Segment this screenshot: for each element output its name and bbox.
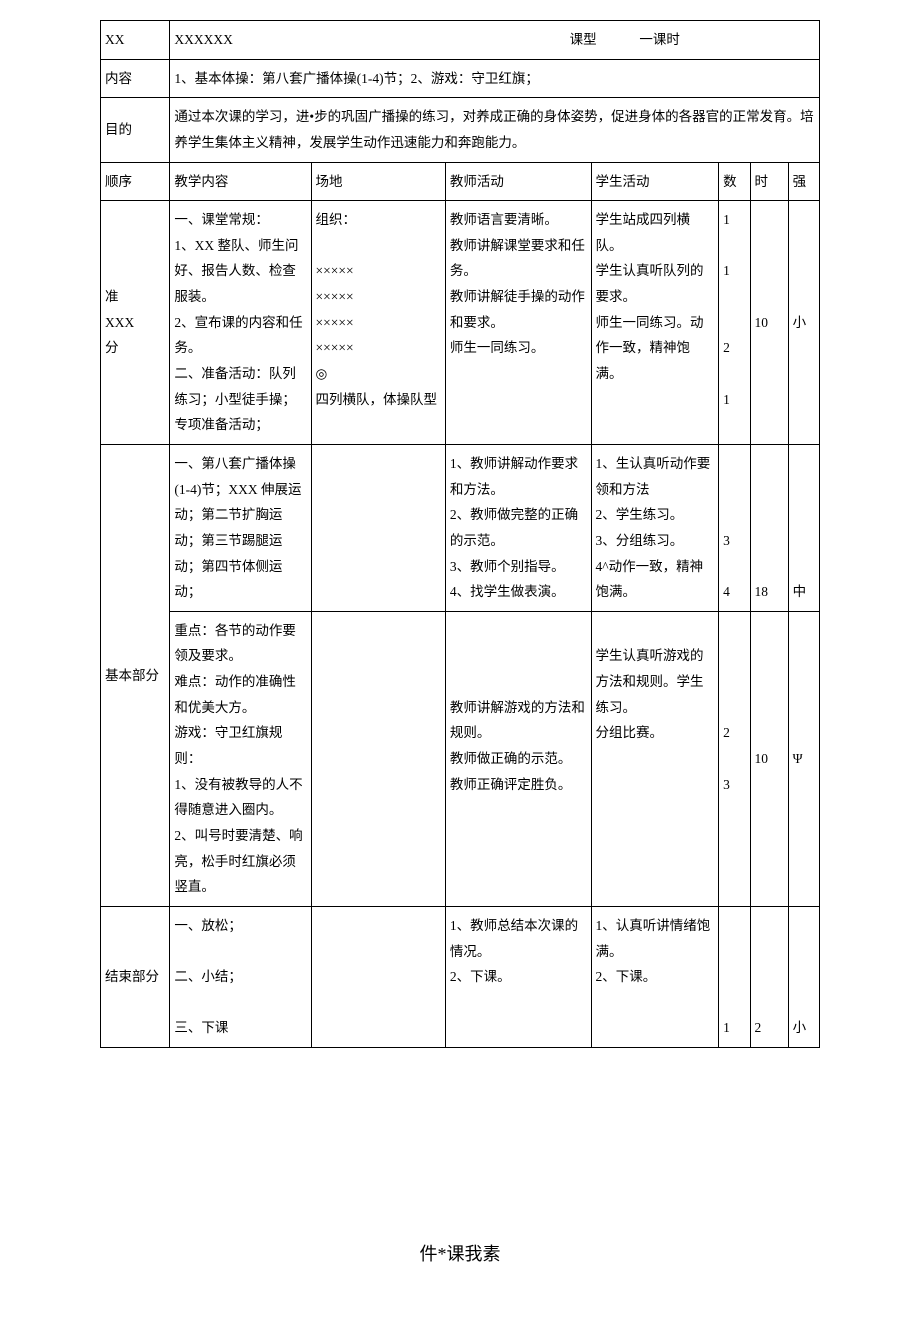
section-end: 结束部分 一、放松； 二、小结； 三、下课 1、教师总结本次课的情况。 2、下课… (101, 906, 820, 1047)
column-header-row: 顺序 教学内容 场地 教师活动 学生活动 数 时 强 (101, 162, 820, 201)
col-intensity: 强 (788, 162, 819, 201)
prepare-venue: 组织： ××××× ××××× ××××× ××××× ◎ 四列横队，体操队型 (311, 201, 445, 445)
header-xx: XX (101, 21, 170, 60)
prepare-count: 1 1 2 1 (719, 201, 750, 445)
prepare-label: 准 XXX 分 (101, 201, 170, 445)
main-r1-venue (311, 444, 445, 611)
end-venue (311, 906, 445, 1047)
page-footer-text: 件*课我素 (0, 1240, 920, 1266)
end-teacher: 1、教师总结本次课的情况。 2、下课。 (445, 906, 591, 1047)
col-student: 学生活动 (591, 162, 719, 201)
prepare-content: 一、课堂常规： 1、XX 整队、师生问好、报告人数、检查服装。 2、宣布课的内容… (170, 201, 311, 445)
end-count: 1 (719, 906, 750, 1047)
purpose-value: 通过本次课的学习，进•步的巩固广播操的练习，对养成正确的身体姿势，促进身体的各器… (170, 98, 820, 162)
end-time: 2 (750, 906, 788, 1047)
main-r2-teacher: 教师讲解游戏的方法和规则。 教师做正确的示范。 教师正确评定胜负。 (445, 611, 591, 906)
main-r2-count: 2 3 (719, 611, 750, 906)
col-time: 时 (750, 162, 788, 201)
content-value: 1、基本体操：第八套广播体操(1-4)节；2、游戏：守卫红旗； (170, 59, 820, 98)
section-prepare: 准 XXX 分 一、课堂常规： 1、XX 整队、师生问好、报告人数、检查服装。 … (101, 201, 820, 445)
header-row-purpose: 目的 通过本次课的学习，进•步的巩固广播操的练习，对养成正确的身体姿势，促进身体… (101, 98, 820, 162)
prepare-student: 学生站成四列横队。 学生认真听队列的要求。 师生一同练习。动作一致，精神饱满。 (591, 201, 719, 445)
prepare-intensity: 小 (788, 201, 819, 445)
end-content: 一、放松； 二、小结； 三、下课 (170, 906, 311, 1047)
end-student: 1、认真听讲情绪饱满。 2、下课。 (591, 906, 719, 1047)
end-intensity: 小 (788, 906, 819, 1047)
main-r1-content: 一、第八套广播体操(1-4)节；XXX 伸展运动；第二节扩胸运动；第三节踢腿运动… (170, 444, 311, 611)
main-r2-venue (311, 611, 445, 906)
main-label: 基本部分 (101, 444, 170, 906)
lesson-plan-table: XX XXXXXX 课型 一课时 内容 1、基本体操：第八套广播体操(1-4)节… (100, 20, 820, 1048)
section-main-row1: 基本部分 一、第八套广播体操(1-4)节；XXX 伸展运动；第二节扩胸运动；第三… (101, 444, 820, 611)
main-r2-time: 10 (750, 611, 788, 906)
end-label: 结束部分 (101, 906, 170, 1047)
prepare-teacher: 教师语言要清晰。 教师讲解课堂要求和任务。 教师讲解徒手操的动作和要求。 师生一… (445, 201, 591, 445)
main-r1-time: 18 (750, 444, 788, 611)
col-count: 数 (719, 162, 750, 201)
section-main-row2: 重点：各节的动作要领及要求。 难点：动作的准确性和优美大方。 游戏：守卫红旗规则… (101, 611, 820, 906)
col-order: 顺序 (101, 162, 170, 201)
main-r2-intensity: Ψ (788, 611, 819, 906)
main-r1-count: 3 4 (719, 444, 750, 611)
main-r1-teacher: 1、教师讲解动作要求和方法。 2、教师做完整的正确的示范。 3、教师个别指导。 … (445, 444, 591, 611)
main-r2-content: 重点：各节的动作要领及要求。 难点：动作的准确性和优美大方。 游戏：守卫红旗规则… (170, 611, 311, 906)
purpose-label: 目的 (101, 98, 170, 162)
content-label: 内容 (101, 59, 170, 98)
lesson-plan-page: XX XXXXXX 课型 一课时 内容 1、基本体操：第八套广播体操(1-4)节… (0, 20, 920, 1321)
header-title: XXXXXX (174, 27, 233, 53)
prepare-time: 10 (750, 201, 788, 445)
header-row-title: XX XXXXXX 课型 一课时 (101, 21, 820, 60)
main-r1-student: 1、生认真听动作要领和方法 2、学生练习。 3、分组练习。 4^动作一致，精神饱… (591, 444, 719, 611)
col-content: 教学内容 (170, 162, 311, 201)
main-r2-student: 学生认真听游戏的方法和规则。学生练习。 分组比赛。 (591, 611, 719, 906)
col-venue: 场地 (311, 162, 445, 201)
main-r1-intensity: 中 (788, 444, 819, 611)
col-teacher: 教师活动 (445, 162, 591, 201)
class-type-value: 一课时 (639, 27, 680, 53)
header-title-cell: XXXXXX 课型 一课时 (170, 21, 820, 60)
class-type-label: 课型 (570, 27, 597, 53)
header-row-content: 内容 1、基本体操：第八套广播体操(1-4)节；2、游戏：守卫红旗； (101, 59, 820, 98)
